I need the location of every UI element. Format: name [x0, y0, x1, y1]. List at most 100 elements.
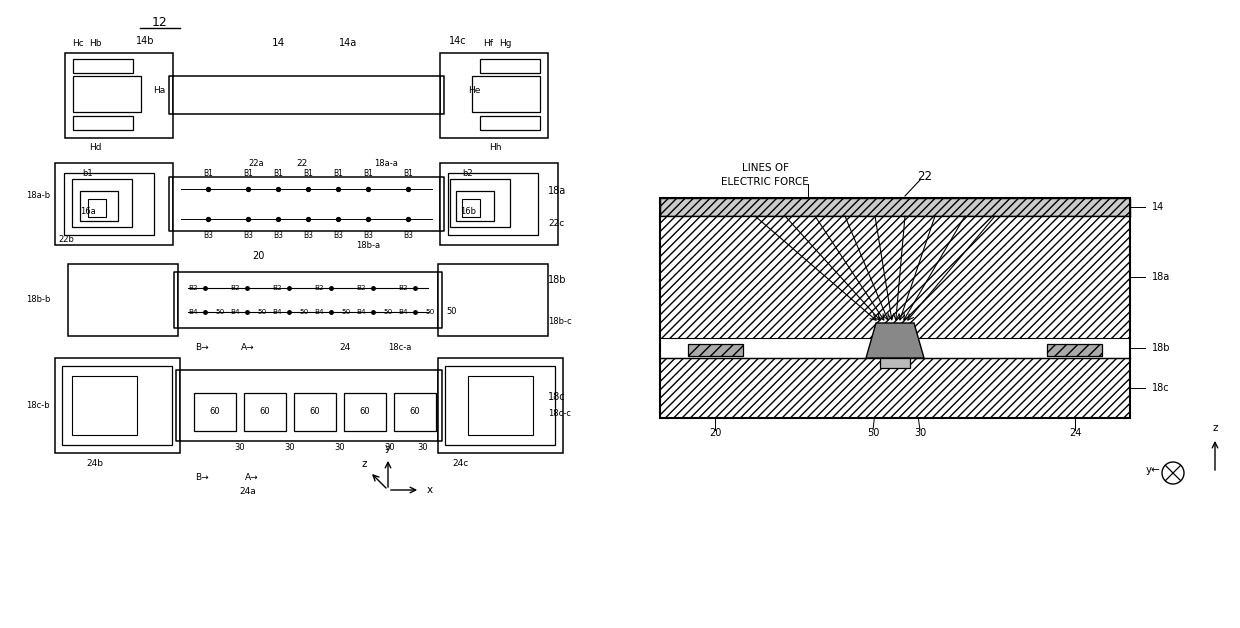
- Bar: [81, 191, 118, 221]
- Bar: [660, 198, 1130, 216]
- Text: 30: 30: [384, 443, 396, 453]
- Text: B4: B4: [398, 309, 408, 315]
- Bar: [660, 358, 1130, 418]
- Text: B1: B1: [403, 168, 413, 178]
- Text: ELECTRIC FORCE: ELECTRIC FORCE: [722, 177, 808, 187]
- Text: y: y: [384, 443, 391, 453]
- Text: 18a-a: 18a-a: [374, 158, 398, 168]
- Text: z: z: [361, 459, 367, 469]
- Bar: [660, 338, 1130, 358]
- Bar: [438, 358, 563, 453]
- Text: 18a: 18a: [548, 186, 567, 196]
- Text: 50: 50: [425, 309, 434, 315]
- Text: 50: 50: [299, 309, 309, 315]
- Text: 30: 30: [234, 443, 246, 453]
- Text: 18b-a: 18b-a: [356, 241, 381, 249]
- Text: 18b: 18b: [1152, 343, 1171, 353]
- Text: B2: B2: [356, 285, 366, 291]
- Text: B3: B3: [403, 230, 413, 239]
- Text: B1: B1: [273, 168, 283, 178]
- Text: 50: 50: [446, 308, 456, 317]
- Text: B→: B→: [195, 342, 208, 352]
- Bar: [448, 173, 538, 235]
- Bar: [450, 179, 510, 227]
- Bar: [343, 393, 386, 431]
- Text: 50: 50: [383, 309, 392, 315]
- Bar: [72, 376, 136, 435]
- Text: B1: B1: [334, 168, 343, 178]
- Text: 24c: 24c: [451, 460, 469, 468]
- Text: 50: 50: [341, 309, 350, 315]
- Text: B1: B1: [363, 168, 373, 178]
- Text: A→: A→: [246, 474, 259, 482]
- Text: 30: 30: [418, 443, 428, 453]
- Text: Hc: Hc: [72, 40, 84, 48]
- Bar: [480, 116, 539, 130]
- Text: B2: B2: [273, 285, 281, 291]
- Text: 18c-b: 18c-b: [26, 401, 50, 410]
- Text: 20: 20: [252, 251, 264, 261]
- Bar: [64, 173, 154, 235]
- Bar: [440, 53, 548, 138]
- Polygon shape: [866, 323, 924, 358]
- Bar: [294, 393, 336, 431]
- Bar: [1047, 344, 1102, 356]
- Text: 18b: 18b: [548, 275, 567, 285]
- Text: 24a: 24a: [239, 487, 257, 495]
- Bar: [456, 191, 494, 221]
- Text: 22b: 22b: [58, 236, 74, 244]
- Text: 18c: 18c: [1152, 383, 1169, 393]
- Text: B4: B4: [273, 309, 281, 315]
- Bar: [394, 393, 436, 431]
- Text: b2: b2: [463, 168, 474, 178]
- Text: B3: B3: [363, 230, 373, 239]
- Bar: [55, 358, 180, 453]
- Text: 18b-c: 18b-c: [548, 318, 572, 327]
- Text: 60: 60: [310, 408, 320, 416]
- Text: 18c-c: 18c-c: [548, 409, 570, 418]
- Bar: [64, 53, 174, 138]
- Text: B3: B3: [243, 230, 253, 239]
- Text: 22: 22: [918, 170, 932, 183]
- Text: z: z: [1213, 423, 1218, 433]
- Text: B1: B1: [243, 168, 253, 178]
- Text: 18b-b: 18b-b: [26, 296, 50, 305]
- Text: B3: B3: [203, 230, 213, 239]
- Text: 18c-a: 18c-a: [388, 342, 412, 352]
- Text: x: x: [427, 485, 433, 495]
- Text: 24: 24: [340, 342, 351, 352]
- Text: 22: 22: [296, 158, 308, 168]
- Bar: [73, 76, 141, 112]
- Text: 18c: 18c: [548, 392, 565, 403]
- Text: 18a: 18a: [1152, 272, 1171, 282]
- Text: 14c: 14c: [449, 36, 466, 46]
- Text: 14a: 14a: [339, 38, 357, 48]
- Text: y←: y←: [1146, 465, 1161, 475]
- Bar: [472, 76, 539, 112]
- Bar: [73, 116, 133, 130]
- Text: B4: B4: [356, 309, 366, 315]
- Text: 18a-b: 18a-b: [26, 192, 50, 200]
- Text: B1: B1: [303, 168, 312, 178]
- Text: 50: 50: [867, 428, 879, 438]
- Text: B4: B4: [231, 309, 241, 315]
- Bar: [480, 59, 539, 73]
- Bar: [180, 370, 438, 441]
- Text: Hf: Hf: [484, 40, 494, 48]
- Text: 20: 20: [709, 428, 722, 438]
- Text: B2: B2: [188, 285, 198, 291]
- Text: A→: A→: [242, 342, 254, 352]
- Text: B2: B2: [231, 285, 241, 291]
- Bar: [688, 344, 743, 356]
- Text: B2: B2: [398, 285, 408, 291]
- Bar: [660, 216, 1130, 338]
- Text: B3: B3: [273, 230, 283, 239]
- Bar: [174, 177, 440, 231]
- Text: 60: 60: [409, 408, 420, 416]
- Bar: [179, 272, 438, 328]
- Text: LINES OF: LINES OF: [742, 163, 789, 173]
- Text: Hg: Hg: [498, 40, 511, 48]
- Text: 12: 12: [153, 16, 167, 30]
- Bar: [62, 366, 172, 445]
- Text: 30: 30: [335, 443, 345, 453]
